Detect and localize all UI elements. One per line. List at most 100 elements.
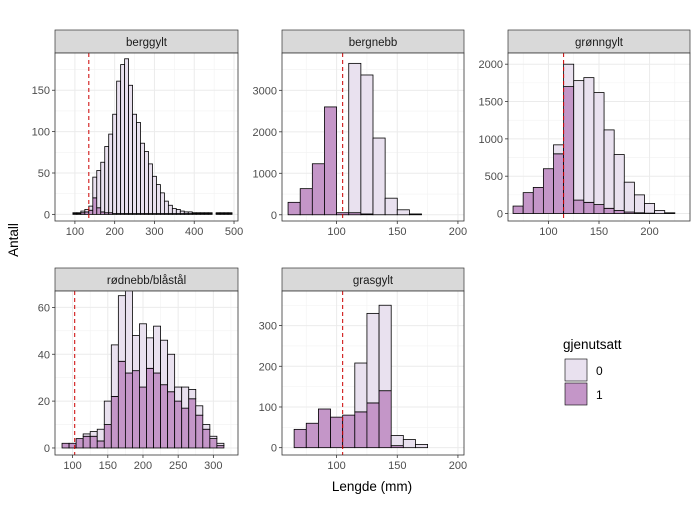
bar-series1	[196, 415, 203, 448]
y-tick-label: 40	[38, 349, 50, 361]
bar-series0	[156, 185, 160, 214]
bar-series1	[104, 425, 111, 448]
bar-series1	[288, 202, 300, 214]
bar-series0	[574, 81, 584, 200]
bar-series0	[415, 444, 427, 447]
facet-title: berggylt	[126, 37, 168, 49]
bar-series0	[121, 65, 125, 214]
bar-series0	[604, 130, 614, 208]
bar-series0	[105, 147, 109, 213]
bar-series1	[523, 193, 533, 214]
bar-series0	[168, 205, 172, 213]
bar-series1	[574, 200, 584, 213]
bar-series0	[196, 213, 200, 214]
y-tick-label: 100	[32, 127, 50, 139]
bar-series0	[210, 436, 217, 438]
bar-series0	[175, 387, 182, 401]
y-tick-label: 500	[485, 171, 503, 183]
y-tick-label: 0	[271, 443, 277, 455]
facet-title: rødnebb/blåstål	[107, 275, 186, 287]
bar-series0	[145, 151, 149, 213]
y-tick-label: 0	[44, 443, 50, 455]
bar-series0	[152, 176, 156, 213]
bar-series0	[665, 213, 675, 214]
x-tick-label: 200	[105, 226, 123, 238]
bar-series1	[614, 211, 624, 214]
bar-series0	[89, 206, 93, 210]
bar-series0	[367, 313, 379, 403]
bar-series0	[180, 211, 184, 213]
y-tick-label: 2000	[253, 127, 277, 139]
bar-series0	[216, 213, 220, 214]
x-tick-label: 300	[145, 226, 163, 238]
x-tick-label: 150	[590, 226, 608, 238]
facet-title: bergnebb	[349, 37, 398, 49]
y-tick-label: 3000	[253, 85, 277, 97]
bar-series0	[200, 213, 204, 214]
bar-series0	[125, 279, 132, 373]
bar-series0	[104, 401, 111, 424]
bar-series0	[409, 214, 421, 215]
bar-series1	[584, 202, 594, 213]
bar-series1	[97, 441, 104, 448]
bar-series1	[343, 415, 355, 448]
y-tick-label: 1000	[479, 134, 503, 146]
y-tick-label: 1000	[253, 168, 277, 180]
x-tick-label: 200	[449, 226, 467, 238]
bar-series0	[624, 182, 634, 212]
bar-series1	[168, 392, 175, 448]
bar-series0	[220, 213, 224, 214]
bar-series0	[160, 193, 164, 214]
bar-series1	[604, 208, 614, 213]
bar-series0	[391, 435, 403, 445]
bar-series1	[76, 439, 83, 448]
bar-series0	[111, 345, 118, 397]
bar-series0	[228, 213, 232, 214]
legend-key-1	[565, 383, 587, 405]
bar-series0	[655, 211, 665, 214]
y-axis-title: Antall	[6, 223, 21, 257]
bar-series1	[564, 87, 574, 214]
bar-series0	[117, 81, 121, 213]
bar-series0	[154, 326, 161, 373]
legend-label-0: 0	[596, 364, 603, 378]
bar-series0	[182, 387, 189, 408]
y-tick-label: 20	[38, 396, 50, 408]
x-tick-label: 150	[388, 226, 406, 238]
bar-series1	[294, 429, 306, 447]
bar-series1	[89, 210, 93, 214]
bar-series0	[224, 213, 228, 214]
bar-series1	[175, 401, 182, 448]
bar-series1	[189, 399, 196, 448]
bar-series1	[139, 387, 146, 448]
bar-series0	[85, 209, 89, 211]
bar-series0	[176, 209, 180, 213]
bar-series0	[97, 171, 101, 208]
bar-series0	[564, 64, 574, 86]
bar-series0	[634, 195, 644, 213]
bar-series0	[93, 177, 97, 198]
y-tick-label: 300	[259, 321, 277, 333]
bar-series0	[349, 63, 361, 212]
bar-series0	[355, 363, 367, 412]
x-tick-label: 200	[449, 460, 467, 472]
bar-series0	[139, 324, 146, 387]
bar-series1	[132, 371, 139, 448]
legend-title: gjenutsatt	[563, 337, 622, 352]
bar-series0	[208, 213, 212, 214]
x-tick-label: 150	[99, 460, 117, 472]
bar-series1	[379, 391, 391, 448]
bar-series0	[73, 213, 77, 214]
y-tick-label: 150	[32, 85, 50, 97]
y-tick-label: 2000	[479, 59, 503, 71]
bar-series0	[188, 212, 192, 214]
bar-series0	[203, 425, 210, 430]
x-tick-label: 100	[63, 460, 81, 472]
bar-series1	[554, 154, 564, 214]
bar-series1	[543, 169, 553, 214]
bar-series1	[533, 187, 543, 213]
x-tick-label: 150	[388, 460, 406, 472]
bar-series1	[83, 436, 90, 448]
